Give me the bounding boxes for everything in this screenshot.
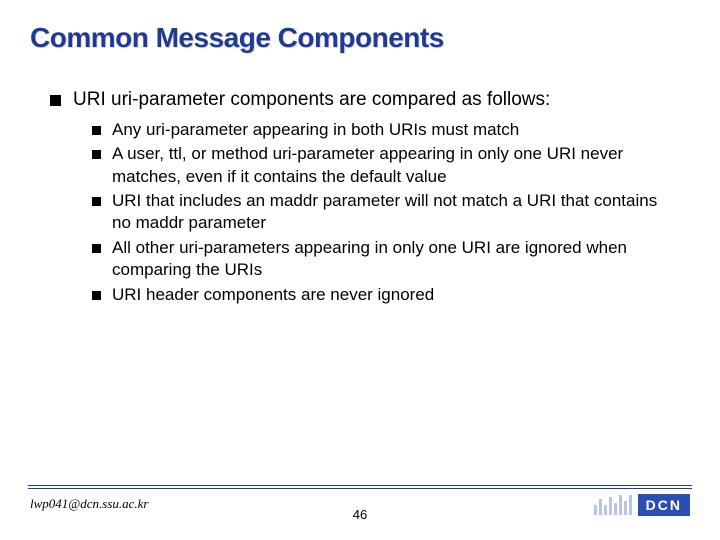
bullet-level1: URI uri-parameter components are compare… bbox=[50, 88, 680, 113]
logo-text: DCN bbox=[638, 494, 690, 516]
footer-email: lwp041@dcn.ssu.ac.kr bbox=[30, 496, 148, 512]
footer-logo: DCN bbox=[594, 494, 690, 516]
bullet-text: URI that includes an maddr parameter wil… bbox=[112, 190, 680, 235]
bullet-text: URI uri-parameter components are compare… bbox=[73, 88, 550, 113]
logo-bars-icon bbox=[594, 495, 634, 515]
square-bullet-icon bbox=[92, 197, 101, 206]
square-bullet-icon bbox=[92, 291, 101, 300]
sub-bullet-list: Any uri-parameter appearing in both URIs… bbox=[92, 119, 680, 307]
bullet-level2: A user, ttl, or method uri-parameter app… bbox=[92, 143, 680, 188]
bullet-level2: URI that includes an maddr parameter wil… bbox=[92, 190, 680, 235]
bullet-text: Any uri-parameter appearing in both URIs… bbox=[112, 119, 519, 141]
bullet-level2: Any uri-parameter appearing in both URIs… bbox=[92, 119, 680, 141]
square-bullet-icon bbox=[50, 95, 61, 106]
bullet-text: URI header components are never ignored bbox=[112, 284, 434, 306]
square-bullet-icon bbox=[92, 244, 101, 253]
bullet-level2: URI header components are never ignored bbox=[92, 284, 680, 306]
footer-divider-line bbox=[28, 488, 692, 489]
square-bullet-icon bbox=[92, 126, 101, 135]
footer-divider-line bbox=[28, 485, 692, 486]
bullet-text: All other uri-parameters appearing in on… bbox=[112, 237, 680, 282]
square-bullet-icon bbox=[92, 150, 101, 159]
bullet-level2: All other uri-parameters appearing in on… bbox=[92, 237, 680, 282]
content-area: URI uri-parameter components are compare… bbox=[50, 88, 680, 308]
slide-title: Common Message Components bbox=[30, 22, 444, 54]
page-number: 46 bbox=[353, 507, 367, 522]
bullet-text: A user, ttl, or method uri-parameter app… bbox=[112, 143, 680, 188]
